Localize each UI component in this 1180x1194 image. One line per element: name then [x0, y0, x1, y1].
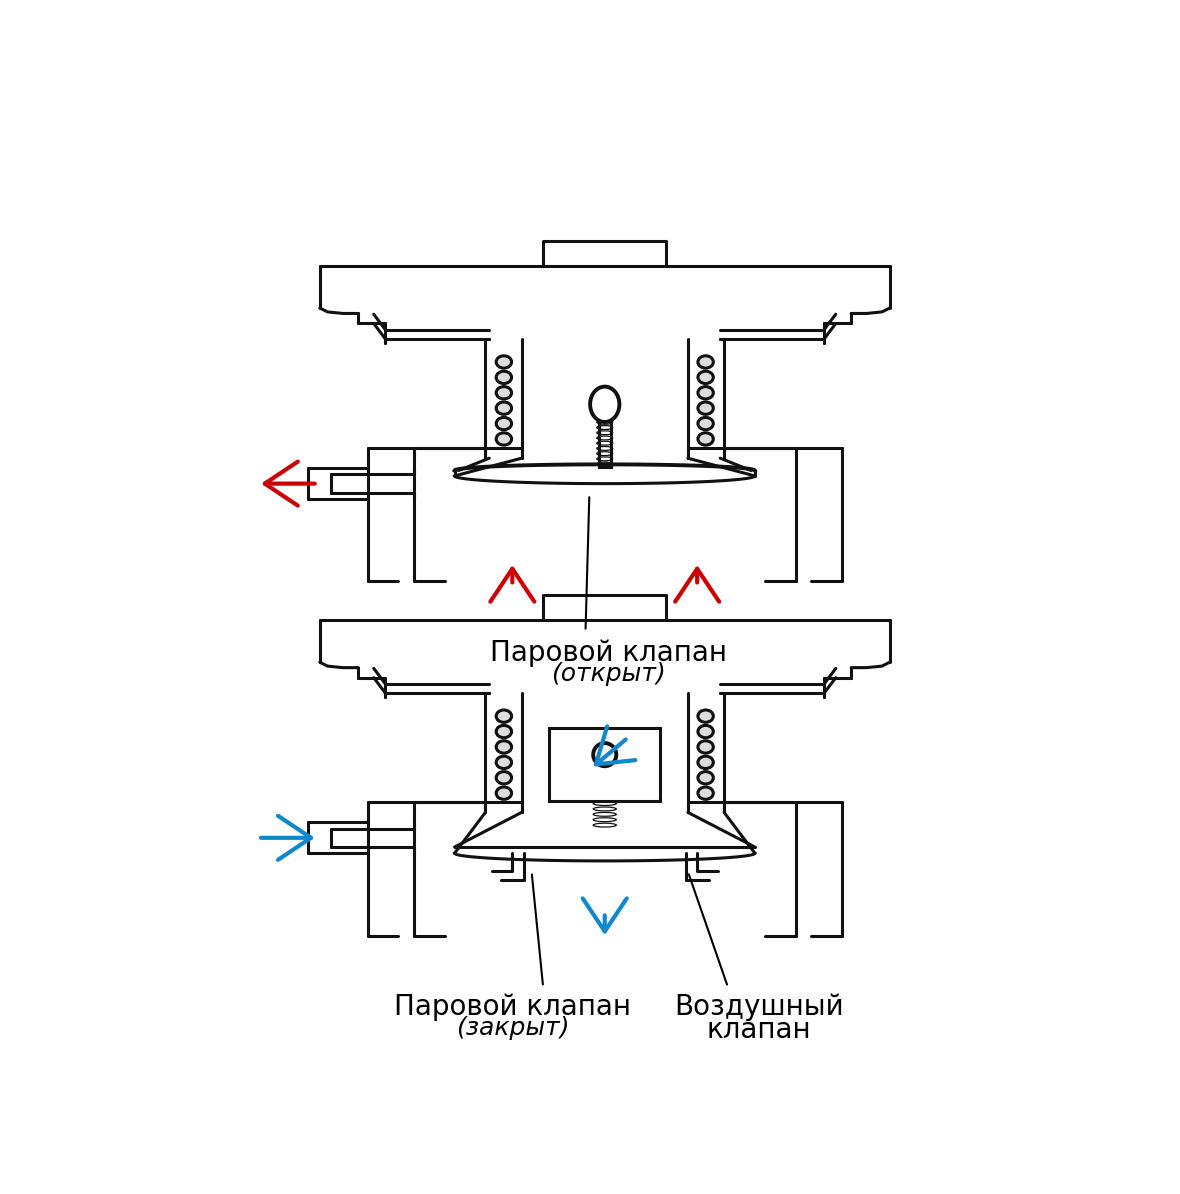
Ellipse shape — [496, 756, 512, 769]
Text: клапан: клапан — [707, 1016, 811, 1045]
Bar — [598, 420, 611, 467]
Ellipse shape — [697, 402, 714, 414]
Ellipse shape — [496, 356, 512, 368]
Ellipse shape — [697, 787, 714, 799]
Ellipse shape — [496, 371, 512, 383]
Ellipse shape — [697, 418, 714, 430]
Ellipse shape — [697, 356, 714, 368]
Ellipse shape — [697, 432, 714, 445]
Ellipse shape — [697, 756, 714, 769]
Ellipse shape — [496, 771, 512, 784]
Text: (закрыт): (закрыт) — [455, 1016, 569, 1040]
Ellipse shape — [496, 418, 512, 430]
Ellipse shape — [697, 387, 714, 399]
Ellipse shape — [496, 432, 512, 445]
Text: (открыт): (открыт) — [551, 663, 666, 687]
Ellipse shape — [496, 726, 512, 738]
Bar — [550, 727, 660, 801]
Text: Воздушный: Воздушный — [674, 993, 844, 1021]
Ellipse shape — [590, 387, 620, 421]
Ellipse shape — [697, 740, 714, 753]
Ellipse shape — [496, 387, 512, 399]
Ellipse shape — [697, 710, 714, 722]
Ellipse shape — [496, 402, 512, 414]
Ellipse shape — [496, 787, 512, 799]
Circle shape — [594, 743, 616, 767]
Text: Паровой клапан: Паровой клапан — [490, 639, 727, 667]
Ellipse shape — [697, 771, 714, 784]
Ellipse shape — [496, 710, 512, 722]
Ellipse shape — [496, 740, 512, 753]
Text: Паровой клапан: Паровой клапан — [394, 993, 631, 1021]
Ellipse shape — [697, 726, 714, 738]
Ellipse shape — [697, 371, 714, 383]
